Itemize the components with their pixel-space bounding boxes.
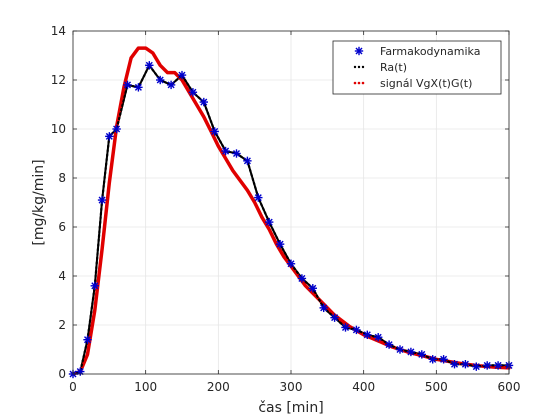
data-point-farmakodynamika bbox=[105, 132, 114, 141]
data-point-farmakodynamika bbox=[199, 97, 208, 107]
data-point-farmakodynamika bbox=[428, 355, 437, 364]
y-tick-label: 6 bbox=[58, 220, 66, 234]
data-point-farmakodynamika bbox=[384, 340, 394, 349]
data-point-farmakodynamika bbox=[177, 70, 187, 80]
y-tick-label: 0 bbox=[58, 367, 66, 381]
axis-ticks: 0 100 200 300 400 500 600 0 2 4 6 8 10 12 14 bbox=[51, 24, 521, 394]
y-tick-label: 4 bbox=[58, 269, 66, 283]
series-layer bbox=[68, 46, 514, 379]
data-point-farmakodynamika bbox=[450, 360, 459, 369]
y-tick-label: 14 bbox=[51, 24, 66, 38]
data-point-farmakodynamika bbox=[166, 80, 176, 90]
data-point-farmakodynamika bbox=[76, 367, 85, 376]
y-tick-label: 10 bbox=[51, 122, 66, 136]
y-tick-label: 8 bbox=[58, 171, 66, 185]
data-point-farmakodynamika bbox=[439, 355, 448, 364]
data-point-farmakodynamika bbox=[472, 362, 481, 371]
data-point-farmakodynamika bbox=[363, 330, 372, 339]
data-point-farmakodynamika bbox=[254, 193, 263, 202]
y-tick-label: 12 bbox=[51, 73, 66, 87]
x-tick-label: 300 bbox=[280, 380, 303, 394]
data-point-farmakodynamika bbox=[319, 303, 328, 313]
data-point-farmakodynamika bbox=[188, 88, 198, 97]
legend-label: signál VgX(t)G(t) bbox=[380, 77, 472, 90]
x-tick-label: 500 bbox=[425, 380, 448, 394]
legend-marker-ra bbox=[353, 65, 365, 69]
data-point-farmakodynamika bbox=[134, 83, 143, 92]
x-tick-label: 400 bbox=[352, 380, 375, 394]
data-point-farmakodynamika bbox=[145, 61, 154, 70]
x-axis-label: čas [min] bbox=[258, 400, 323, 416]
data-point-farmakodynamika bbox=[221, 146, 230, 156]
data-point-farmakodynamika bbox=[275, 239, 285, 249]
x-tick-label: 200 bbox=[207, 380, 230, 394]
legend: Farmakodynamika Ra(t) signál VgX(t)G(t) bbox=[332, 40, 502, 95]
legend-marker-signal bbox=[353, 81, 365, 85]
data-point-farmakodynamika bbox=[112, 124, 121, 134]
data-point-farmakodynamika bbox=[330, 313, 339, 322]
data-point-farmakodynamika bbox=[417, 350, 426, 359]
data-point-farmakodynamika bbox=[156, 75, 165, 85]
data-point-farmakodynamika bbox=[395, 345, 405, 354]
x-tick-label: 600 bbox=[498, 380, 521, 394]
data-point-farmakodynamika bbox=[97, 195, 107, 205]
legend-label: Ra(t) bbox=[380, 61, 407, 74]
data-point-farmakodynamika bbox=[461, 360, 470, 369]
data-point-farmakodynamika bbox=[352, 325, 361, 335]
y-tick-label: 2 bbox=[58, 318, 66, 332]
y-axis-label: [mg/kg/min] bbox=[31, 159, 47, 245]
data-point-farmakodynamika bbox=[243, 156, 252, 166]
data-point-farmakodynamika bbox=[374, 333, 383, 342]
data-point-farmakodynamika bbox=[232, 149, 241, 158]
data-point-farmakodynamika bbox=[90, 281, 99, 290]
data-point-farmakodynamika bbox=[483, 361, 492, 370]
data-point-farmakodynamika bbox=[406, 347, 416, 357]
legend-label: Farmakodynamika bbox=[380, 45, 480, 58]
data-point-farmakodynamika bbox=[341, 323, 350, 332]
data-point-farmakodynamika bbox=[210, 127, 219, 136]
data-point-farmakodynamika bbox=[493, 361, 503, 370]
x-tick-label: 0 bbox=[69, 380, 77, 394]
data-point-farmakodynamika bbox=[83, 335, 92, 344]
data-point-farmakodynamika bbox=[286, 259, 296, 268]
data-point-farmakodynamika bbox=[308, 284, 317, 293]
data-point-farmakodynamika bbox=[297, 274, 307, 283]
data-point-farmakodynamika bbox=[123, 80, 132, 90]
x-tick-label: 100 bbox=[134, 380, 157, 394]
legend-marker-farmakodynamika bbox=[354, 46, 364, 56]
data-point-farmakodynamika bbox=[265, 217, 274, 227]
